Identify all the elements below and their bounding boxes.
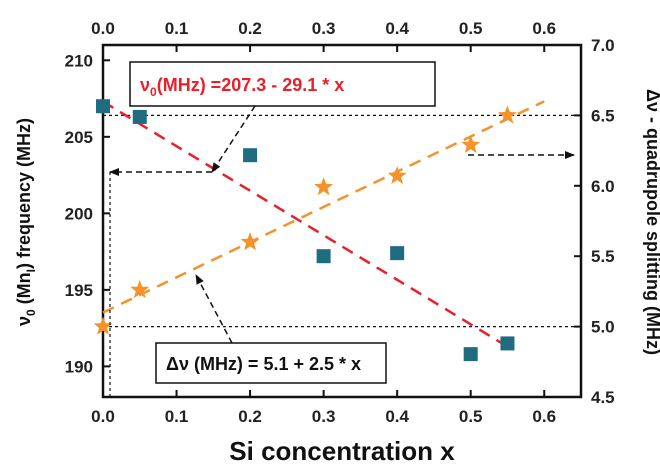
star-point bbox=[387, 165, 407, 185]
square-point bbox=[316, 249, 331, 264]
y-right-tick-label: 5.0 bbox=[591, 318, 615, 337]
y-left-tick-label: 195 bbox=[65, 281, 93, 300]
left-axis-title: ν0 (MnI) frequency (MHz) bbox=[14, 118, 38, 326]
y-left-tick-label: 205 bbox=[65, 128, 93, 147]
star-point bbox=[130, 279, 150, 299]
y-right-tick-label: 6.5 bbox=[591, 106, 615, 125]
x-tick-label-bottom: 0.1 bbox=[165, 407, 189, 426]
y-right-tick-label: 4.5 bbox=[591, 388, 615, 407]
black-equation-box bbox=[155, 342, 387, 384]
x-tick-label-top: 0.6 bbox=[532, 19, 556, 38]
red-equation-label: ν0(MHz) =207.3 - 29.1 * x bbox=[140, 75, 344, 99]
x-tick-label-top: 0.0 bbox=[91, 19, 115, 38]
black-box-pointer-arrow bbox=[195, 274, 233, 344]
fit-line bbox=[102, 100, 545, 314]
y-right-tick-label: 6.0 bbox=[591, 177, 615, 196]
square-point bbox=[390, 246, 405, 261]
right-axis-title: Δν - quadrupole splitting (MHz) bbox=[643, 89, 660, 355]
black-equation-label: Δν (MHz) = 5.1 + 2.5 * x bbox=[166, 354, 361, 374]
square-point bbox=[243, 148, 258, 163]
x-tick-label-top: 0.4 bbox=[385, 19, 409, 38]
y-left-tick-label: 200 bbox=[65, 204, 93, 223]
x-tick-label-top: 0.5 bbox=[459, 19, 483, 38]
x-tick-label-bottom: 0.5 bbox=[459, 407, 483, 426]
data-points bbox=[93, 99, 517, 362]
square-point bbox=[132, 109, 147, 124]
red-box-pointer-arrow bbox=[211, 105, 256, 173]
y-left-tick-label: 190 bbox=[65, 357, 93, 376]
x-tick-label-bottom: 0.0 bbox=[91, 407, 115, 426]
x-tick-label-top: 0.2 bbox=[238, 19, 262, 38]
square-point bbox=[463, 347, 478, 362]
x-axis-title: Si concentration x bbox=[229, 436, 455, 466]
square-point bbox=[96, 99, 110, 114]
fit-lines bbox=[102, 100, 545, 348]
x-tick-label-bottom: 0.6 bbox=[532, 407, 556, 426]
plot-frame bbox=[101, 43, 583, 399]
y-right-tick-label: 7.0 bbox=[591, 36, 615, 55]
y-right-tick-label: 5.5 bbox=[591, 247, 615, 266]
star-point bbox=[314, 177, 334, 196]
reference-lines bbox=[103, 114, 581, 328]
star-point bbox=[497, 105, 517, 124]
red-equation-box bbox=[129, 61, 436, 107]
x-tick-label-top: 0.3 bbox=[312, 19, 336, 38]
star-point bbox=[93, 316, 113, 335]
star-point bbox=[461, 134, 481, 154]
axis-ticks: 0.0 0.0 0.1 0.1 0.2 0.2 0.3 0.3 0.4 0.4 0.5 0.5 0.6 0… bbox=[65, 19, 615, 426]
x-tick-label-bottom: 0.2 bbox=[238, 407, 262, 426]
square-point bbox=[500, 336, 515, 351]
fit-line bbox=[102, 100, 509, 348]
x-tick-label-bottom: 0.3 bbox=[312, 407, 336, 426]
annotation-arrows bbox=[109, 105, 575, 397]
star-point bbox=[240, 232, 260, 251]
y-left-tick-label: 210 bbox=[65, 51, 93, 70]
x-tick-label-top: 0.1 bbox=[165, 19, 189, 38]
x-tick-label-bottom: 0.4 bbox=[385, 407, 409, 426]
